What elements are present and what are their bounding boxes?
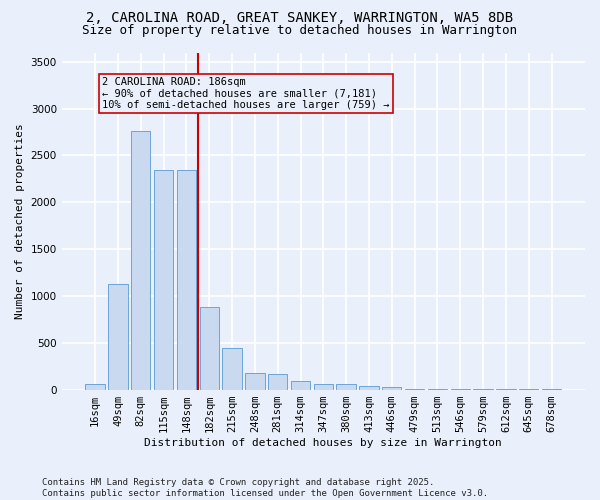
Bar (359, 386, 379, 390)
Bar (314, 384, 333, 390)
Text: 2, CAROLINA ROAD, GREAT SANKEY, WARRINGTON, WA5 8DB: 2, CAROLINA ROAD, GREAT SANKEY, WARRINGT… (86, 12, 514, 26)
Bar (382, 387, 401, 390)
Bar (177, 170, 196, 390)
Text: 2 CAROLINA ROAD: 186sqm
← 90% of detached houses are smaller (7,181)
10% of semi: 2 CAROLINA ROAD: 186sqm ← 90% of detache… (102, 77, 389, 110)
Text: Contains HM Land Registry data © Crown copyright and database right 2025.
Contai: Contains HM Land Registry data © Crown c… (42, 478, 488, 498)
Y-axis label: Number of detached properties: Number of detached properties (15, 123, 25, 319)
Bar (405, 388, 424, 390)
Bar (245, 373, 265, 390)
Bar (337, 384, 356, 390)
Bar (268, 374, 287, 390)
Bar (291, 381, 310, 390)
Bar (131, 131, 151, 390)
Bar (154, 170, 173, 390)
X-axis label: Distribution of detached houses by size in Warrington: Distribution of detached houses by size … (145, 438, 502, 448)
Bar (200, 307, 219, 390)
Text: Size of property relative to detached houses in Warrington: Size of property relative to detached ho… (83, 24, 517, 37)
Bar (223, 348, 242, 390)
Bar (428, 388, 447, 390)
Bar (108, 284, 128, 390)
Bar (85, 384, 105, 390)
